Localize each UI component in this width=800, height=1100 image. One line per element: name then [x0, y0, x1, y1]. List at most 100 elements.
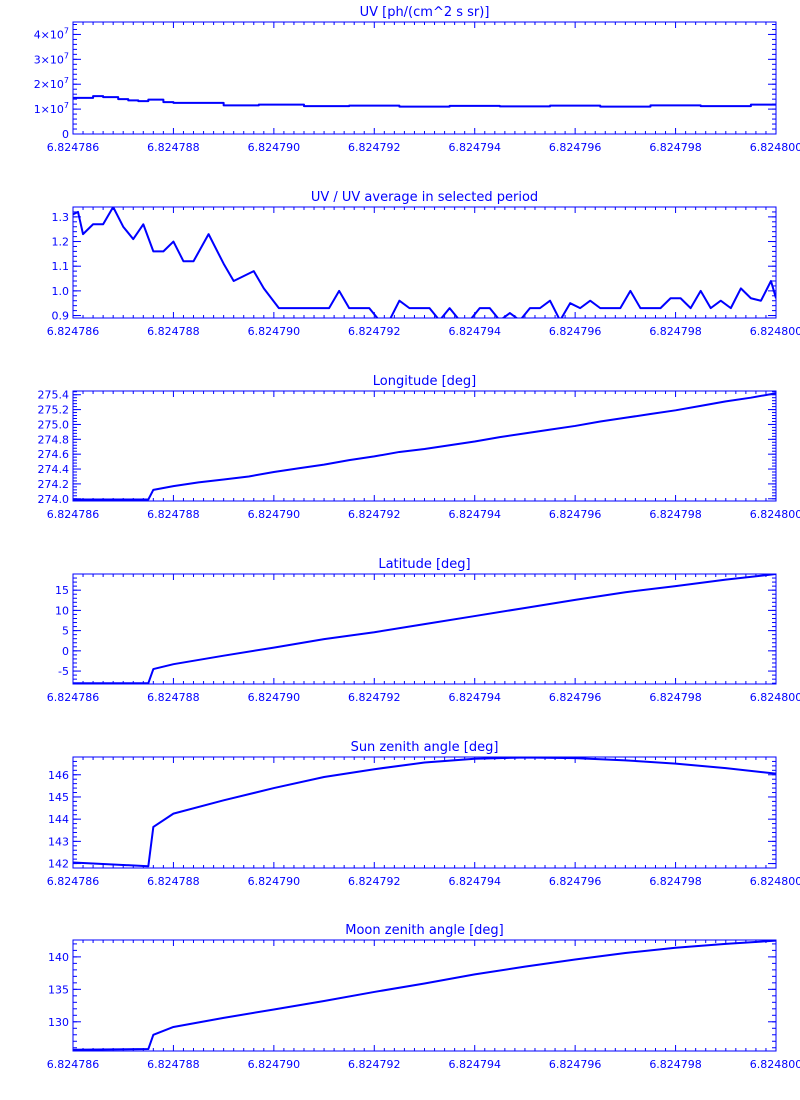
panel-1: UV [ph/(cm^2 s sr)] 6.824786 6.824788 6.824… — [34, 5, 800, 154]
y-tick-label: 143 — [48, 835, 69, 848]
x-tick-label: 6.824794 — [448, 1058, 501, 1071]
x-tick-label: 6.824798 — [649, 141, 702, 154]
x-tick-label: 6.824786 — [47, 325, 100, 338]
x-tick-label: 6.824794 — [448, 325, 501, 338]
series-line — [73, 757, 776, 868]
x-tick-label: 6.824796 — [549, 1058, 602, 1071]
x-tick-label: 6.824792 — [348, 508, 401, 521]
panel-title: Longitude [deg] — [373, 374, 476, 389]
plot-frame — [72, 206, 777, 319]
x-tick-label: 6.824800 — [750, 141, 800, 154]
y-tick-label: 1.2 — [52, 236, 70, 249]
y-tick-label: -5 — [58, 665, 69, 678]
x-tick-label: 6.824788 — [147, 141, 200, 154]
x-tick-label: 6.824794 — [448, 508, 501, 521]
y-tick-label: 140 — [48, 951, 69, 964]
panel-3: Longitude [deg] 6.824786 6.824788 6.824790 6… — [38, 374, 800, 521]
y-tick-label: 1×107 — [34, 101, 69, 116]
plot-frame — [72, 573, 777, 685]
y-tick-label: 0.9 — [52, 310, 70, 323]
plot-frame — [72, 939, 777, 1052]
x-tick-label: 6.824800 — [750, 325, 800, 338]
x-tick-label: 6.824796 — [549, 325, 602, 338]
series-line — [73, 574, 776, 684]
x-tick-label: 6.824792 — [348, 141, 401, 154]
panel-title: UV [ph/(cm^2 s sr)] — [360, 5, 490, 20]
x-tick-label: 6.824792 — [348, 691, 401, 704]
panel-2: UV / UV average in selected period 6.8247… — [47, 190, 800, 338]
x-tick-label: 6.824786 — [47, 1058, 100, 1071]
x-tick-label: 6.824788 — [147, 875, 200, 888]
y-tick-label: 146 — [48, 769, 69, 782]
x-tick-label: 6.824798 — [649, 691, 702, 704]
x-tick-label: 6.824794 — [448, 691, 501, 704]
panel-6: Moon zenith angle [deg] 6.824786 6.824788 6… — [47, 923, 800, 1071]
y-tick-label: 274.0 — [38, 493, 70, 506]
panel-title: Sun zenith angle [deg] — [351, 740, 499, 755]
y-tick-label: 130 — [48, 1016, 69, 1029]
panel-5: Sun zenith angle [deg] 6.824786 6.824788 6.… — [47, 740, 800, 888]
y-tick-label: 4×107 — [34, 26, 69, 41]
y-tick-label: 3×107 — [34, 51, 69, 66]
y-tick-label: 275.4 — [38, 389, 70, 402]
y-tick-label: 0 — [62, 128, 69, 141]
y-tick-label: 1.1 — [52, 260, 70, 273]
x-tick-label: 6.824788 — [147, 325, 200, 338]
series-line — [73, 207, 776, 318]
x-tick-label: 6.824800 — [750, 691, 800, 704]
series-line — [73, 95, 776, 108]
x-tick-label: 6.824788 — [147, 508, 200, 521]
x-tick-label: 6.824796 — [549, 691, 602, 704]
y-tick-label: 274.4 — [38, 463, 70, 476]
x-tick-label: 6.824794 — [448, 875, 501, 888]
x-tick-label: 6.824798 — [649, 508, 702, 521]
panel-title: Moon zenith angle [deg] — [345, 923, 503, 938]
x-tick-label: 6.824792 — [348, 875, 401, 888]
x-tick-label: 6.824796 — [549, 875, 602, 888]
y-tick-label: 142 — [48, 858, 69, 871]
x-tick-label: 6.824798 — [649, 1058, 702, 1071]
y-tick-label: 274.6 — [38, 448, 70, 461]
x-tick-label: 6.824790 — [248, 325, 301, 338]
y-tick-label: 1.3 — [52, 211, 70, 224]
x-tick-label: 6.824794 — [448, 141, 501, 154]
y-tick-label: 274.2 — [38, 478, 70, 491]
x-tick-label: 6.824786 — [47, 691, 100, 704]
panel-title: Latitude [deg] — [378, 557, 470, 572]
y-tick-label: 275.0 — [38, 418, 70, 431]
series-line — [73, 940, 776, 1051]
x-tick-label: 6.824786 — [47, 141, 100, 154]
x-tick-label: 6.824800 — [750, 875, 800, 888]
panel-title: UV / UV average in selected period — [311, 190, 538, 205]
x-tick-label: 6.824786 — [47, 508, 100, 521]
x-tick-label: 6.824788 — [147, 691, 200, 704]
x-tick-label: 6.824800 — [750, 1058, 800, 1071]
y-tick-label: 2×107 — [34, 76, 69, 91]
y-tick-label: 0 — [62, 645, 69, 658]
x-tick-label: 6.824798 — [649, 325, 702, 338]
x-tick-label: 6.824796 — [549, 141, 602, 154]
x-tick-label: 6.824790 — [248, 1058, 301, 1071]
x-tick-label: 6.824798 — [649, 875, 702, 888]
y-tick-label: 275.2 — [38, 404, 70, 417]
x-tick-label: 6.824790 — [248, 141, 301, 154]
x-tick-label: 6.824792 — [348, 325, 401, 338]
y-tick-label: 15 — [55, 584, 69, 597]
y-tick-label: 1.0 — [52, 285, 70, 298]
x-tick-label: 6.824800 — [750, 508, 800, 521]
panel-4: Latitude [deg] 6.824786 6.824788 6.824790 6.… — [47, 557, 800, 704]
y-tick-label: 5 — [62, 625, 69, 638]
plot-frame — [72, 21, 777, 135]
y-tick-label: 145 — [48, 791, 69, 804]
x-tick-label: 6.824790 — [248, 691, 301, 704]
x-tick-label: 6.824790 — [248, 875, 301, 888]
y-tick-label: 135 — [48, 983, 69, 996]
x-tick-label: 6.824788 — [147, 1058, 200, 1071]
x-tick-label: 6.824790 — [248, 508, 301, 521]
y-tick-label: 10 — [55, 604, 69, 617]
x-tick-label: 6.824796 — [549, 508, 602, 521]
y-tick-label: 274.8 — [38, 433, 70, 446]
y-tick-label: 144 — [48, 813, 69, 826]
x-tick-label: 6.824792 — [348, 1058, 401, 1071]
